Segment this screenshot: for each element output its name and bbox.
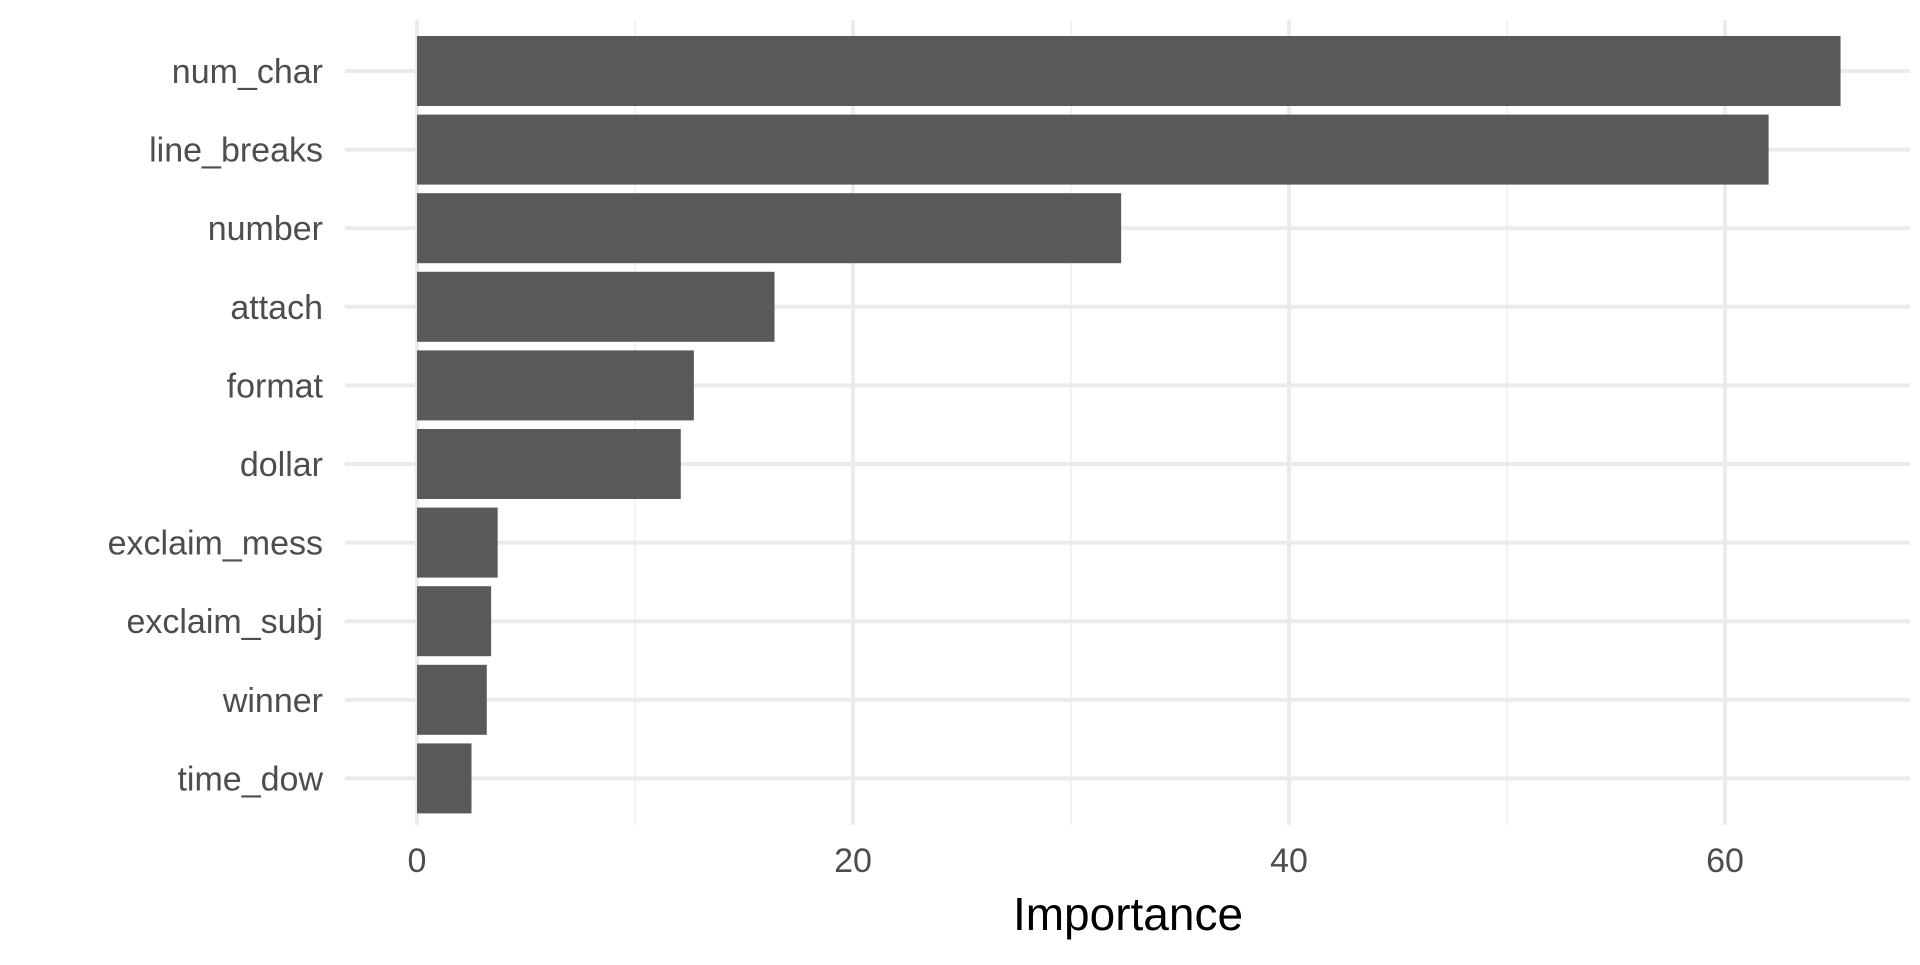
y-tick-label: number — [208, 210, 323, 248]
y-tick-label: num_char — [172, 53, 323, 91]
bar-time-dow — [417, 743, 472, 814]
x-tick-label: 40 — [1270, 842, 1308, 880]
bars — [417, 36, 1841, 814]
bar-format — [417, 350, 694, 421]
x-axis-title: Importance — [1013, 888, 1243, 940]
y-tick-label: format — [227, 367, 324, 405]
bar-winner — [417, 664, 487, 735]
x-tick-label: 0 — [408, 842, 427, 880]
x-tick-label: 20 — [834, 842, 872, 880]
y-tick-label: line_breaks — [149, 132, 323, 170]
y-tick-label: winner — [222, 682, 323, 720]
bar-dollar — [417, 429, 681, 499]
y-tick-label: time_dow — [177, 760, 323, 798]
y-tick-label: dollar — [240, 446, 323, 484]
bar-exclaim-subj — [417, 586, 492, 657]
bar-line-breaks — [417, 114, 1769, 185]
bar-attach — [417, 271, 775, 342]
bar-num-char — [417, 36, 1841, 106]
bar-number — [417, 193, 1122, 264]
x-tick-labels: 0 20 40 60 — [408, 842, 1744, 880]
y-tick-label: exclaim_subj — [126, 603, 323, 641]
x-tick-label: 60 — [1706, 842, 1744, 880]
y-tick-label: attach — [230, 289, 323, 327]
y-tick-label: exclaim_mess — [108, 525, 323, 563]
bar-exclaim-mess — [417, 507, 498, 578]
